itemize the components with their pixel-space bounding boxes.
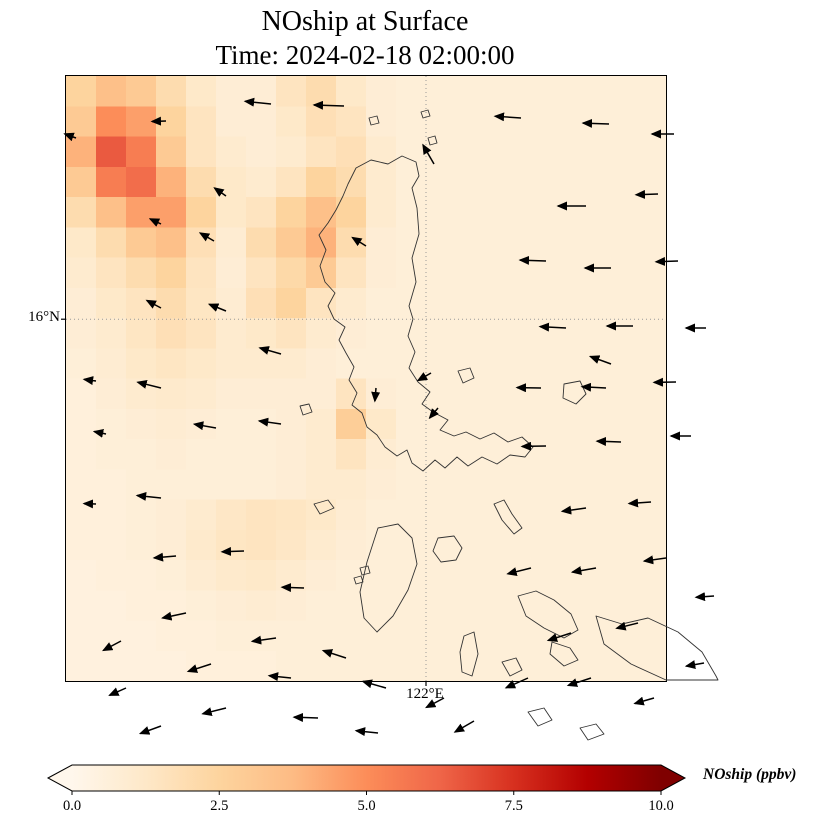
wind-arrow [546,632,572,642]
colorbar [46,764,687,795]
wind-arrow [213,187,227,197]
coastline-path [459,631,479,677]
colorbar-tick-label: 10.0 [648,798,674,814]
wind-arrow [192,421,217,431]
wind-arrow [580,382,607,392]
wind-arrow [416,372,432,382]
wind-arrow [186,663,212,673]
wind-arrow [198,232,215,242]
wind-arrow [152,552,177,562]
wind-arrow [361,679,387,689]
wind-arrow [220,546,245,556]
wind-arrow [560,505,587,515]
coastline-path [420,109,431,119]
wind-arrow [108,687,127,697]
wind-arrow [518,255,547,265]
colorbar-gradient [46,764,687,792]
wind-arrow [92,428,107,438]
wind-arrow [595,436,622,446]
coastline-path [501,657,523,677]
wind-arrow [588,355,612,365]
wind-arrow [243,97,272,107]
coastline-path [527,707,553,727]
coastline-path [313,499,335,515]
colorbar-label: NOship (ppbv) [703,766,797,783]
wind-arrow [684,660,705,669]
wind-arrow [145,299,162,309]
wind-arrow [538,322,567,332]
coastline-path [359,565,371,576]
chart-title-line2: Time: 2024-02-18 02:00:00 [215,40,515,70]
colorbar-tick-label: 7.5 [504,798,523,814]
colorbar-tick-label: 2.5 [210,798,229,814]
wind-arrow [694,592,715,602]
wind-arrow [161,611,187,621]
coastline-path [427,135,438,146]
chart-title: NOship at Surface Time: 2024-02-18 02:00… [65,4,665,73]
wind-arrow [267,672,292,682]
wind-arrow [321,649,347,659]
wind-arrow [627,498,652,508]
coastline-path [579,723,605,741]
wind-arrow [581,118,610,128]
coastline-path [353,575,364,585]
wind-arrow [82,376,97,386]
wind-arrow [642,555,667,565]
wind-arrow [654,256,679,266]
map-panel [61,75,719,741]
wind-arrow [428,407,439,420]
wind-arrow [422,143,435,165]
coastline-path [299,403,313,416]
wind-arrow [136,380,162,389]
coastline-path [432,535,463,563]
coastline-path [517,590,579,639]
wind-arrow [453,720,475,733]
coastline-path [318,155,534,472]
wind-arrow [258,346,282,355]
coastline-path [549,641,579,667]
wind-arrow [504,677,529,689]
wind-arrow [633,696,655,706]
wind-arrow [634,189,659,199]
colorbar-tick-label: 5.0 [357,798,376,814]
wind-arrow [354,727,379,737]
colorbar-wrap: 0.0 2.5 5.0 7.5 10.0 [46,764,687,825]
heatmap-canvas [66,76,666,681]
wind-arrow [292,712,319,722]
coastline-path [595,615,719,681]
wind-arrow [506,567,532,576]
colorbar-tick-label: 0.0 [62,798,82,814]
wind-arrow [371,387,381,403]
wind-arrow [207,303,227,312]
wind-arrow [63,132,77,142]
wind-arrow [566,677,592,687]
coastline-path [368,115,380,126]
wind-arrow [615,621,639,631]
wind-arrow [138,725,162,735]
coastline-path [457,367,475,384]
wind-arrow [425,697,445,709]
chart-title-line1: NOship at Surface [261,6,469,37]
wind-arrow [312,100,345,110]
coastline-path [359,523,418,633]
wind-arrow [493,112,522,122]
wind-arrow [257,417,282,427]
wind-arrow [280,583,305,593]
wind-arrow [250,635,277,645]
wind-arrow [201,707,227,716]
wind-arrow [570,566,597,576]
y-tick-label: 16°N [28,309,60,325]
wind-arrow [135,491,162,501]
map-overlay [61,76,719,741]
coastline-path [562,380,587,405]
x-tick-label: 122°E [406,686,444,702]
coastline-path [493,499,523,535]
wind-arrow [351,236,367,247]
wind-arrow [148,218,162,227]
wind-arrow [102,640,122,652]
